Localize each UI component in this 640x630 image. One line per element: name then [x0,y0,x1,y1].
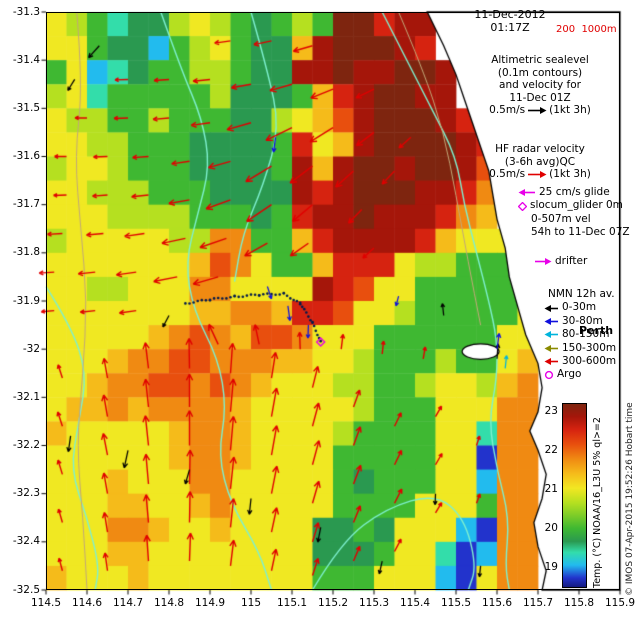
plot-frame [46,12,620,590]
colorbar [562,403,587,588]
x-tick-label: 115.5 [440,597,472,609]
timestamp-time: 01:17Z [490,21,530,34]
y-tick-label: -31.6 [12,150,40,162]
y-tick-label: -31.3 [12,5,40,18]
hf-legend-line: HF radar velocity [495,143,585,155]
colorbar-tick-label: 19 [544,560,558,573]
drifter-arrow-icon [534,257,552,266]
x-tick-label: 115.7 [522,597,554,609]
nmn-depth-item: 150-300m [544,342,640,355]
nmn-legend: NMN 12h av. 0-30m 30-80m 80-150m 150-300m 30… [544,288,640,382]
nmn-depth-item: 80-150m [544,328,640,341]
argo-circle-icon [544,370,554,380]
x-tick-label: 114.5 [30,597,62,609]
credit-text: © IMOS 07-Apr-2015 19:52:26 Hobart time [625,402,635,596]
x-tick-label: 115.2 [317,597,349,609]
hf-legend-line: (3-6h avg)QC [504,155,576,168]
nmn-depth-arrow-icon [544,330,559,339]
nmn-depth-label: 150-300m [562,341,617,354]
x-tick-label: 115.9 [604,597,636,609]
colorbar-tick-label: 23 [544,404,558,417]
colorbar-tick-label: 22 [544,443,558,456]
altimetric-legend-line: Altimetric sealevel [491,54,589,66]
y-tick-label: -31.4 [12,53,40,66]
hf-scale-arrow-icon [527,170,547,179]
x-tick-label: 114.7 [112,597,144,609]
nmn-depth-arrow-icon [544,357,559,366]
glider-depth-label: 0-507m vel [531,212,591,225]
x-tick-label: 115.4 [399,597,431,609]
altimetric-legend: Altimetric sealevel (0.1m contours) and … [458,54,622,117]
y-tick-label: -32.2 [12,439,40,451]
glider-legend: 25 cm/s glide slocum_glider 0m 0-507m ve… [518,186,640,240]
drifter-legend: drifter [534,255,587,268]
isobath-scale-labels: 200 1000m [556,24,617,35]
y-tick-label: -31.5 [12,101,40,114]
altimetric-vel-units: (1kt 3h) [549,104,591,117]
x-tick-label: 115.1 [276,597,308,609]
x-tick-label: 114.9 [194,597,226,609]
y-tick-label: -32 [22,342,40,355]
argo-label: Argo [557,368,582,381]
nmn-depth-item: 300-600m [544,355,640,368]
altimetric-legend-line: 11-Dec 01Z [509,91,571,104]
glider-scale-label: 25 cm/s glide [539,186,610,198]
y-tick-label: -31.7 [12,198,40,211]
x-tick-label: 115 [240,597,262,609]
altimetric-legend-line: and velocity for [499,79,581,92]
city-label-perth: Perth [579,324,614,337]
colorbar-tick-label: 20 [544,521,558,534]
y-tick-label: -32.5 [12,583,40,596]
altimetric-vel-scale: 0.5m/s [489,104,526,117]
nmn-depth-arrow-icon [544,304,559,313]
glider-scale-arrow-icon [518,188,536,197]
nmn-depth-label: 300-600m [562,355,617,368]
nmn-depth-item: 0-30m [544,301,640,314]
x-tick-label: 115.6 [481,597,513,609]
y-tick-label: -31.9 [12,294,40,307]
drifter-label: drifter [555,255,588,267]
x-tick-label: 115.8 [563,597,595,609]
glider-name-label: slocum_glider 0m [530,199,623,212]
altimetric-scale-arrow-icon [527,106,547,115]
y-tick-label: -31.8 [12,246,40,259]
colorbar-title: Temp. (°C) NOAA/16_L3U 5% ql>=2 [592,417,603,588]
slocum-diamond-icon [518,201,527,211]
nmn-depth-arrow-icon [544,344,559,353]
x-tick-label: 115.3 [358,597,390,609]
y-tick-label: -32.3 [12,487,40,500]
y-tick-label: -32.1 [12,390,40,403]
nmn-depth-item: 30-80m [544,315,640,328]
timestamp-date: 11-Dec-2012 [474,8,546,21]
nmn-title: NMN 12h av. [548,288,615,300]
nmn-depth-label: 0-30m [562,301,597,314]
x-tick-label: 114.8 [153,597,185,609]
hf-radar-legend: HF radar velocity (3-6h avg)QC 0.5m/s (1… [458,143,622,181]
x-tick-label: 114.6 [71,597,103,609]
nmn-depth-label: 80-150m [562,328,610,341]
hf-vel-scale: 0.5m/s [489,168,526,181]
colorbar-tick-label: 21 [544,482,558,495]
nmn-depth-label: 30-80m [562,314,603,327]
glider-period-label: 54h to 11-Dec 07Z [531,226,630,239]
altimetric-legend-line: (0.1m contours) [497,66,583,79]
nmn-depth-arrow-icon [544,317,559,326]
hf-vel-units: (1kt 3h) [549,168,591,181]
y-tick-label: -32.4 [12,535,40,548]
